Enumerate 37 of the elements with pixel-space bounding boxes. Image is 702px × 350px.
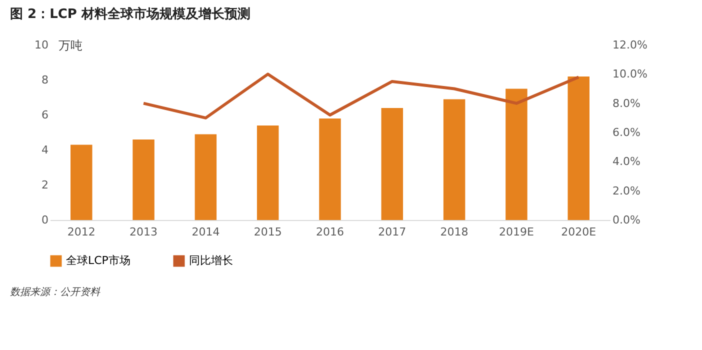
line-series <box>142 72 580 120</box>
bar <box>256 126 279 220</box>
source-note: 数据来源：公开资料 <box>10 286 101 298</box>
legend-label: 同比增长 <box>189 254 233 267</box>
y2-tick-label: 6.0% <box>612 126 640 139</box>
bar <box>568 76 590 220</box>
y2-tick-label: 12.0% <box>612 38 648 52</box>
x-tick-label: 2013 <box>130 226 158 238</box>
bar <box>381 108 404 220</box>
bar <box>443 99 466 220</box>
y2-tick-label: 10.0% <box>612 68 648 81</box>
x-tick-label: 2014 <box>192 226 220 238</box>
bar <box>319 118 341 220</box>
y2-tick-label: 0.0% <box>612 214 640 226</box>
y-tick-label: 8 <box>42 74 48 86</box>
y-tick-label: 0 <box>42 214 48 226</box>
y2-tick-label: 2.0% <box>612 184 640 198</box>
y-tick-label: 2 <box>42 178 48 192</box>
y2-tick-label: 8.0% <box>612 96 640 110</box>
y-axis-title: 万吨 <box>58 38 82 52</box>
x-tick-label: 2017 <box>378 226 406 238</box>
bar <box>506 88 528 220</box>
chart-title: 图 2：LCP 材料全球市场规模及增长预测 <box>10 6 250 22</box>
x-tick-label: 2012 <box>67 226 96 238</box>
y2-tick-label: 4.0% <box>612 155 640 168</box>
bar <box>194 134 217 220</box>
x-tick-label: 2016 <box>316 226 344 238</box>
x-tick-label: 2019E <box>498 226 534 238</box>
legend-label: 全球LCP市场 <box>66 254 130 267</box>
y-tick-label: 4 <box>42 144 48 156</box>
x-tick-label: 2018 <box>440 226 468 238</box>
y-tick-label: 6 <box>42 108 48 122</box>
bar <box>70 144 92 220</box>
bar <box>132 140 154 220</box>
y-tick-label: 10 <box>34 38 48 52</box>
x-tick-label: 2020E <box>561 226 596 238</box>
x-tick-label: 2015 <box>254 226 282 238</box>
